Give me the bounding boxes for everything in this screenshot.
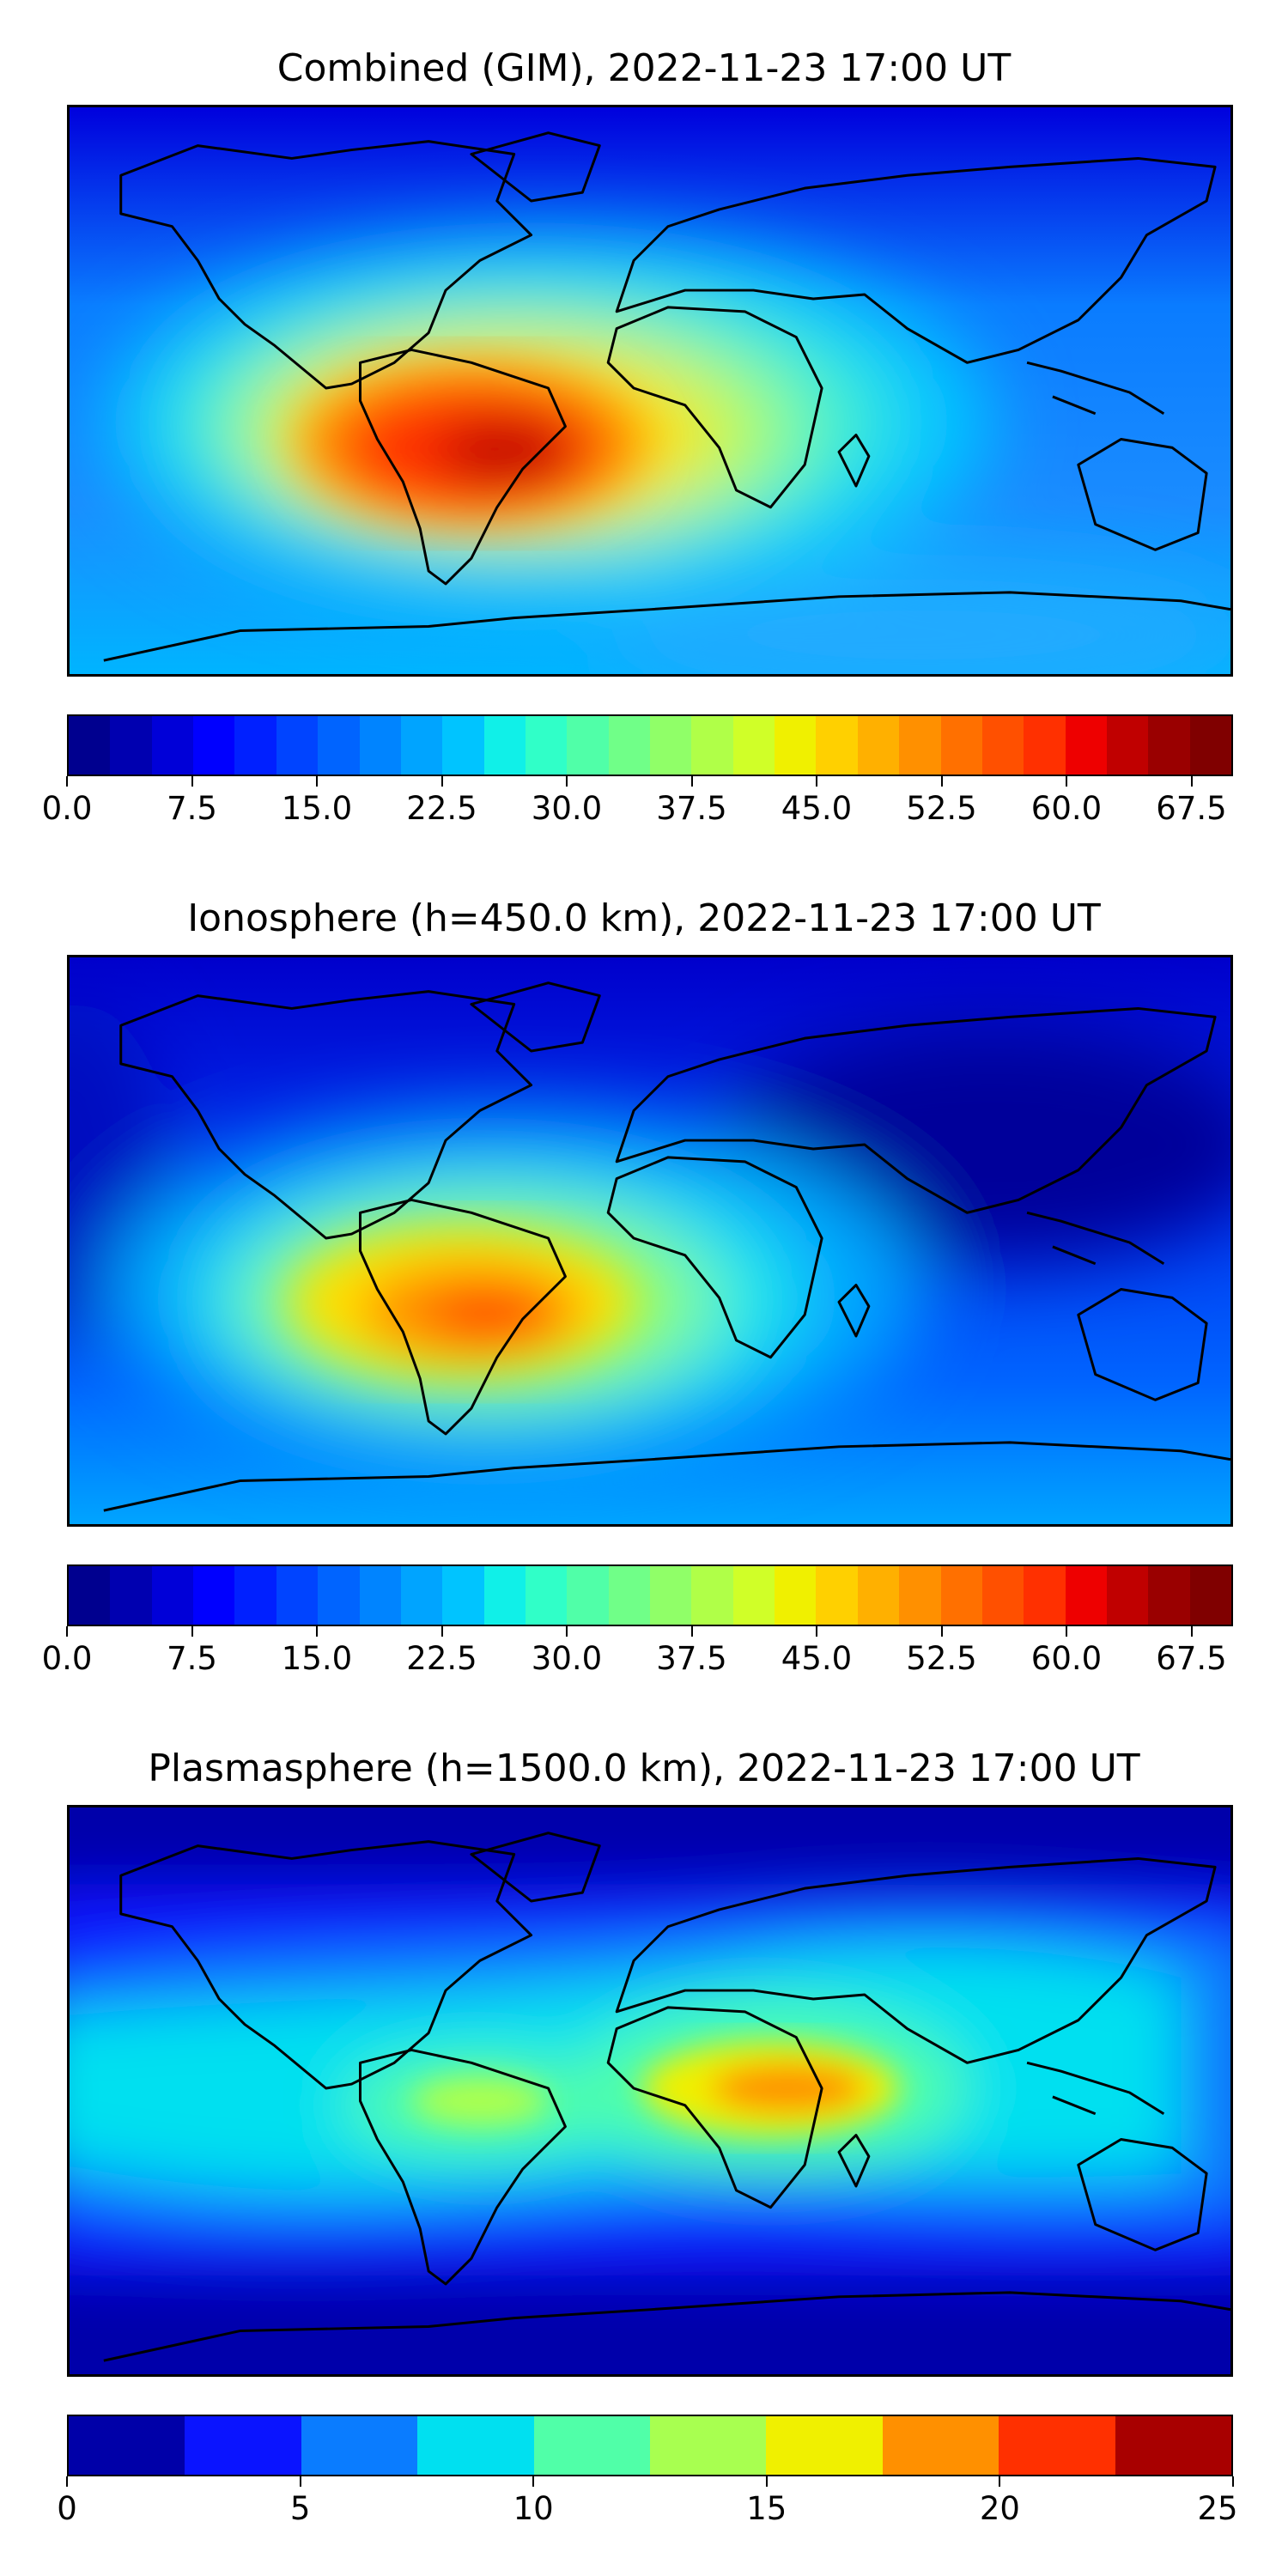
map-ionosphere <box>67 955 1233 1527</box>
tick-label: 7.5 <box>167 1640 217 1677</box>
tick-label: 45.0 <box>781 790 853 827</box>
coastlines <box>103 131 1230 662</box>
coastlines <box>103 981 1230 1512</box>
tick-label: 0 <box>57 2490 77 2527</box>
tick-label: 22.5 <box>406 790 477 827</box>
tick-label: 10 <box>513 2490 554 2527</box>
colorbar-combined <box>67 714 1233 776</box>
tick-label: 30.0 <box>531 790 603 827</box>
tick-label: 20 <box>979 2490 1020 2527</box>
tick-label: 60.0 <box>1030 790 1103 827</box>
tick-label: 5 <box>289 2490 311 2527</box>
tick-label: 25 <box>1197 2490 1238 2527</box>
coastlines <box>103 1832 1230 2362</box>
tec-map-plasmasphere <box>70 1807 1230 2374</box>
tick-label: 52.5 <box>906 790 977 827</box>
panel-title-plasmasphere: Plasmasphere (h=1500.0 km), 2022-11-23 1… <box>148 1747 1140 1790</box>
tec-map-combined <box>70 107 1230 674</box>
tick-label: 30.0 <box>531 1640 603 1677</box>
panel-title-ionosphere: Ionosphere (h=450.0 km), 2022-11-23 17:0… <box>187 896 1101 940</box>
colorbar-ticks-plasmasphere: 0 5 10 15 20 25 <box>57 2476 1238 2528</box>
tec-map-ionosphere <box>70 957 1230 1524</box>
map-combined <box>67 105 1233 677</box>
tick-label: 60.0 <box>1030 1640 1103 1677</box>
colorbar-ticks-combined: 0.0 7.5 15.0 22.5 30.0 37.5 45.0 52.5 60… <box>42 776 1233 828</box>
colorbar-ionosphere <box>67 1564 1233 1626</box>
tick-label: 15 <box>746 2490 787 2527</box>
tick-label: 7.5 <box>167 790 217 827</box>
tick-label: 37.5 <box>656 790 727 827</box>
tick-label: 15.0 <box>281 1640 353 1677</box>
tick-label: 67.5 <box>1156 1640 1227 1677</box>
tick-label: 45.0 <box>781 1640 853 1677</box>
tick-label: 22.5 <box>406 1640 477 1677</box>
tick-label: 67.5 <box>1156 790 1227 827</box>
tick-label: 37.5 <box>656 1640 727 1677</box>
map-plasmasphere <box>67 1805 1233 2377</box>
colorbar-ticks-ionosphere: 0.0 7.5 15.0 22.5 30.0 37.5 45.0 52.5 60… <box>42 1626 1233 1678</box>
colorbar-plasmasphere <box>67 2415 1233 2476</box>
tick-label: 52.5 <box>906 1640 977 1677</box>
tick-label: 0.0 <box>41 790 93 827</box>
tick-label: 15.0 <box>281 790 353 827</box>
tick-label: 0.0 <box>41 1640 93 1677</box>
panel-title-combined: Combined (GIM), 2022-11-23 17:00 UT <box>276 46 1012 90</box>
